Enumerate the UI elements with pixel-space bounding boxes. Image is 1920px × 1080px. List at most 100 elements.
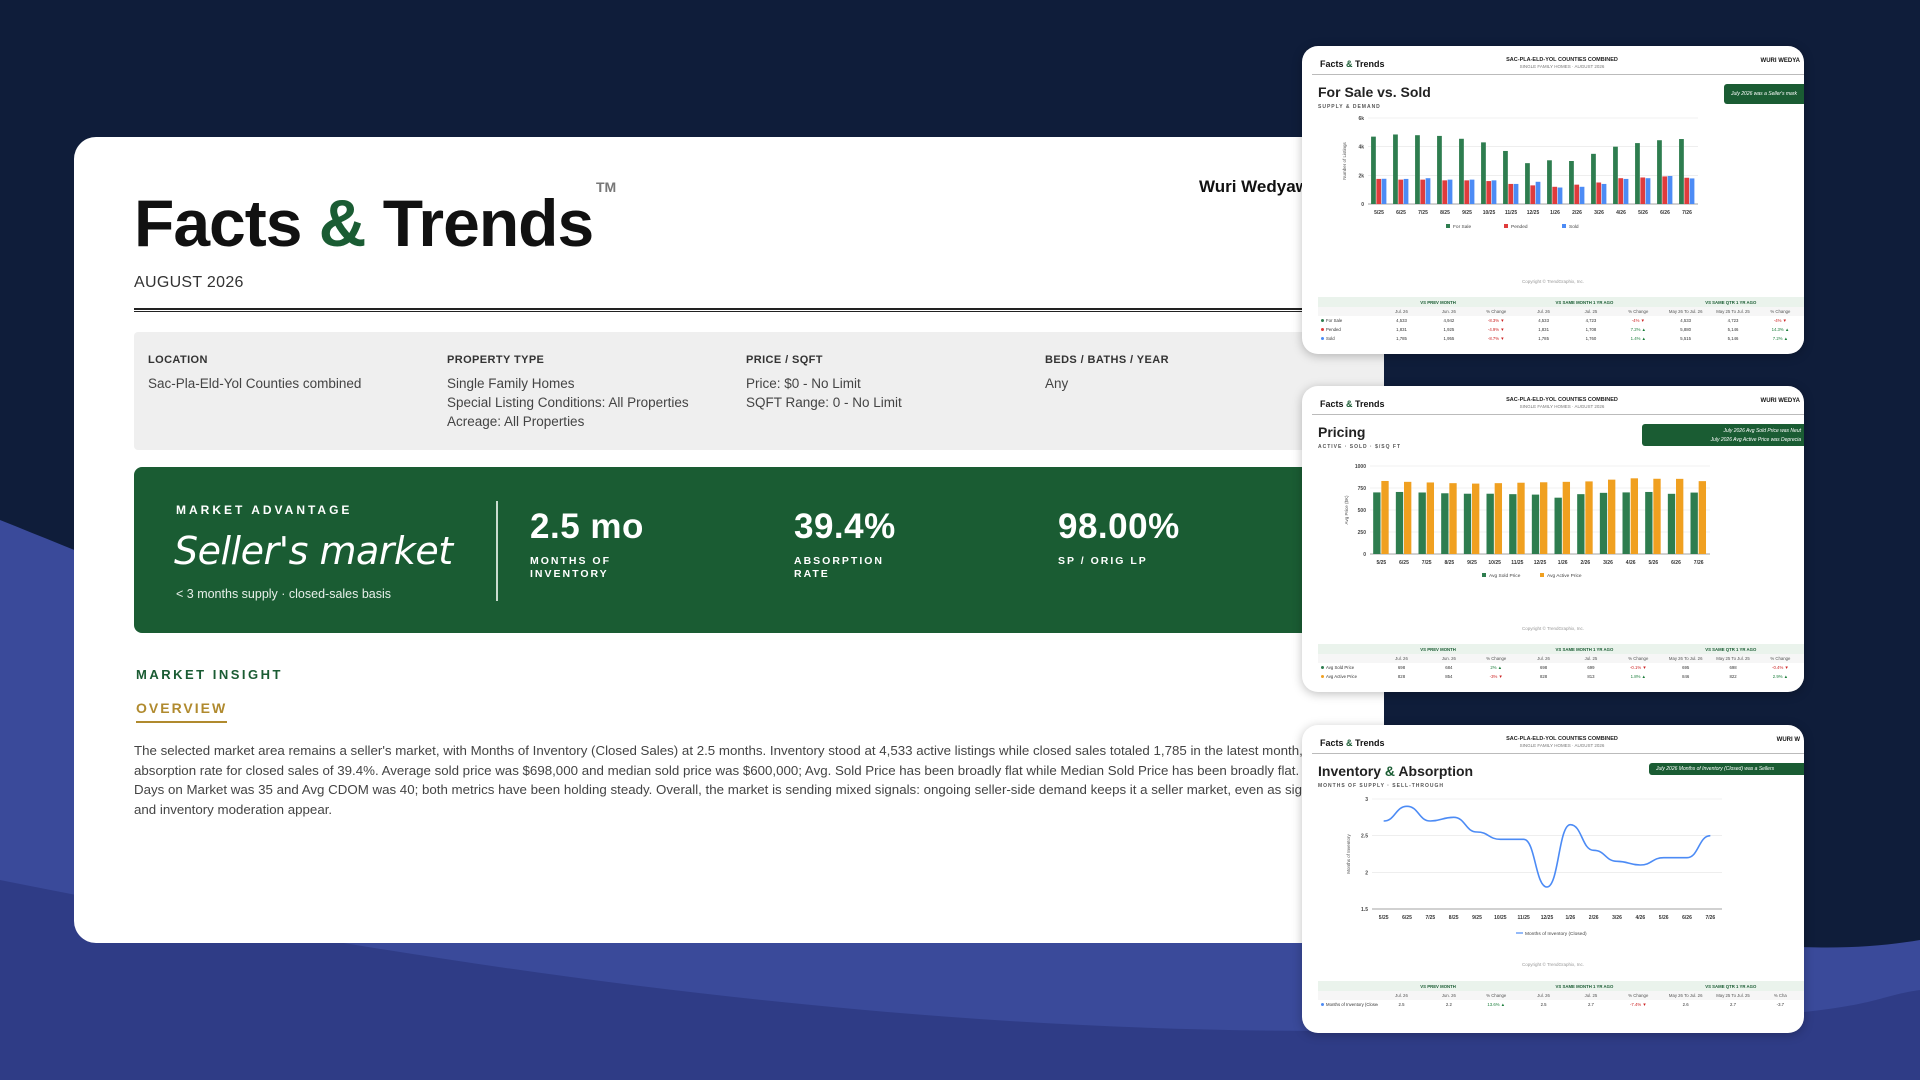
table-column-header: Jul. 26 Jun. 26 % Change Jul. 26 Jul. 25 % Ch…: [1318, 307, 1804, 316]
x-tick-label: 8/25: [1440, 210, 1450, 216]
pricing-chart: 0 250 500 750 1000 Avg Price ($K) 5/25 6/25 7/25…: [1344, 464, 1710, 579]
x-tick-label: 5/26: [1638, 210, 1648, 216]
criteria-property-type: PROPERTY TYPE Single Family Homes Specia…: [447, 354, 689, 431]
x-tick-label: 2/26: [1589, 915, 1599, 921]
table-column-label: Jun. 26: [1441, 993, 1456, 998]
bar: [1667, 493, 1676, 554]
x-tick-label: 12/25: [1541, 915, 1554, 921]
table-cell: 698: [1729, 665, 1737, 670]
bar: [1667, 175, 1673, 204]
bar: [1579, 186, 1585, 204]
x-tick-label: 6/25: [1396, 210, 1406, 216]
table-column-label: Jul. 25: [1584, 656, 1598, 661]
thumb-flag: July 2026 was a Seller's mark: [1724, 84, 1804, 104]
series-dot: [1321, 328, 1324, 332]
table-row-label: Months of Inventory (Closed): [1318, 1002, 1378, 1007]
report-date: AUGUST 2026: [134, 274, 244, 291]
bar: [1472, 483, 1480, 554]
bar: [1684, 177, 1690, 204]
table-column-label: % Change: [1486, 309, 1507, 314]
legend-swatch: [1446, 224, 1450, 228]
bar: [1513, 183, 1519, 204]
thumb-agent: WURI W: [1776, 737, 1800, 743]
x-tick-label: 10/25: [1483, 210, 1496, 216]
bar: [1623, 178, 1629, 204]
table-cell: 7.2% ▲: [1630, 327, 1646, 332]
table-cell: 13.6% ▲: [1487, 1002, 1506, 1007]
table-column-label: May 26 To Jul. 26: [1668, 656, 1703, 661]
bar: [1447, 179, 1453, 204]
y-axis-label: Avg Price ($K): [1344, 495, 1349, 524]
bar: [1689, 178, 1695, 204]
thumbnail-inventory-absorption[interactable]: Facts & Trends SAC-PLA-ELD-YOL COUNTIES …: [1302, 725, 1804, 1033]
x-tick-label: 5/25: [1374, 210, 1384, 216]
x-tick-label: 10/25: [1488, 560, 1501, 566]
table-cell: 4,942: [1443, 318, 1455, 323]
table-row: Pended 1,831 1,925 -4.9% ▼ 1,831 1,708 7.2% ▲ 5…: [1318, 325, 1804, 334]
bar: [1491, 180, 1497, 204]
bar: [1418, 492, 1426, 554]
thumb-title: Pricing: [1318, 424, 1366, 440]
y-axis-label: Months of Inventory: [1346, 833, 1351, 873]
x-tick-label: 8/25: [1449, 915, 1459, 921]
x-tick-label: 9/25: [1462, 210, 1472, 216]
x-tick-label: 6/26: [1682, 915, 1692, 921]
table-cell: -0.4% ▼: [1772, 665, 1789, 670]
x-tick-label: 2/26: [1580, 560, 1590, 566]
x-tick-label: 6/25: [1399, 560, 1409, 566]
bar: [1449, 483, 1457, 554]
table-column-header: Jul. 26 Jun. 26 % Change Jul. 26 Jul. 25 % Ch…: [1318, 991, 1804, 1000]
metric-value: 2.5 mo: [530, 507, 644, 546]
x-tick-label: 4/26: [1626, 560, 1636, 566]
overview-paragraph: The selected market area remains a selle…: [134, 743, 1384, 817]
series-dot: [1321, 337, 1324, 341]
y-tick-label: 1000: [1355, 464, 1366, 470]
table-cell: 1,831: [1538, 327, 1549, 332]
bar: [1591, 153, 1596, 204]
table-cell: -4.9% ▼: [1487, 327, 1505, 332]
legend-label: For Sale: [1453, 224, 1471, 230]
table-cell: 2.7: [1587, 1002, 1594, 1007]
table-column-label: % Cha: [1773, 993, 1787, 998]
thumb-subtitle: ACTIVE · SOLD · $/SQ FT: [1318, 444, 1402, 450]
y-tick-label: 1.5: [1361, 907, 1368, 913]
table-group-header: VS PREV MONTH VS SAME MONTH 1 YR AGO VS SA…: [1318, 644, 1804, 654]
table-cell: 695: [1682, 665, 1690, 670]
x-tick-label: 11/25: [1505, 210, 1517, 216]
table-column-header: Jul. 26 Jun. 26 % Change Jul. 26 Jul. 25 % Ch…: [1318, 654, 1804, 663]
y-tick-label: 2.5: [1361, 834, 1368, 840]
legend-swatch: [1482, 573, 1486, 577]
market-note: < 3 months supply · closed-sales basis: [176, 587, 392, 601]
table-cell: 1.4% ▲: [1630, 336, 1646, 341]
bar: [1525, 163, 1530, 204]
x-tick-label: 7/25: [1425, 915, 1435, 921]
criteria-value: Special Listing Conditions: All Properti…: [447, 395, 689, 410]
table-cell: 1,831: [1396, 327, 1407, 332]
table-cell: 7.2% ▲: [1772, 336, 1788, 341]
x-tick-label: 7/26: [1694, 560, 1704, 566]
x-tick-label: 4/26: [1616, 210, 1626, 216]
x-tick-label: 5/25: [1376, 560, 1386, 566]
table-row-label: For Sale: [1318, 318, 1378, 323]
bar: [1442, 180, 1448, 204]
bar: [1540, 482, 1548, 554]
table-cell: 854: [1445, 674, 1453, 679]
thumbnail-pricing[interactable]: Facts & Trends SAC-PLA-ELD-YOL COUNTIES …: [1302, 386, 1804, 692]
table-cell: 2.5: [1398, 1002, 1405, 1007]
bar: [1679, 139, 1684, 204]
legend-label: Pended: [1511, 224, 1528, 230]
bar: [1622, 492, 1630, 554]
legend-swatch: [1540, 573, 1544, 577]
banner-divider: [496, 501, 498, 601]
thumb-divider: [1312, 753, 1804, 754]
table-cell: 5,146: [1727, 336, 1739, 341]
thumb-copyright: Copyright © TrendGraphix, Inc.: [1521, 962, 1585, 967]
table-cell: 2.7: [1730, 1002, 1737, 1007]
bar: [1403, 178, 1409, 204]
thumbnail-for-sale-vs-sold[interactable]: Facts & Trends SAC-PLA-ELD-YOL COUNTIES …: [1302, 46, 1804, 354]
table-row: Months of Inventory (Closed) 2.5 2.2 13.6% …: [1318, 1000, 1804, 1009]
y-tick-label: 6k: [1358, 116, 1364, 122]
criteria-value: Sac-Pla-Eld-Yol Counties combined: [148, 376, 362, 391]
thumb-comparison-table: VS PREV MONTH VS SAME MONTH 1 YR AGO VS SA…: [1318, 644, 1804, 681]
criteria-value: Single Family Homes: [447, 376, 575, 391]
